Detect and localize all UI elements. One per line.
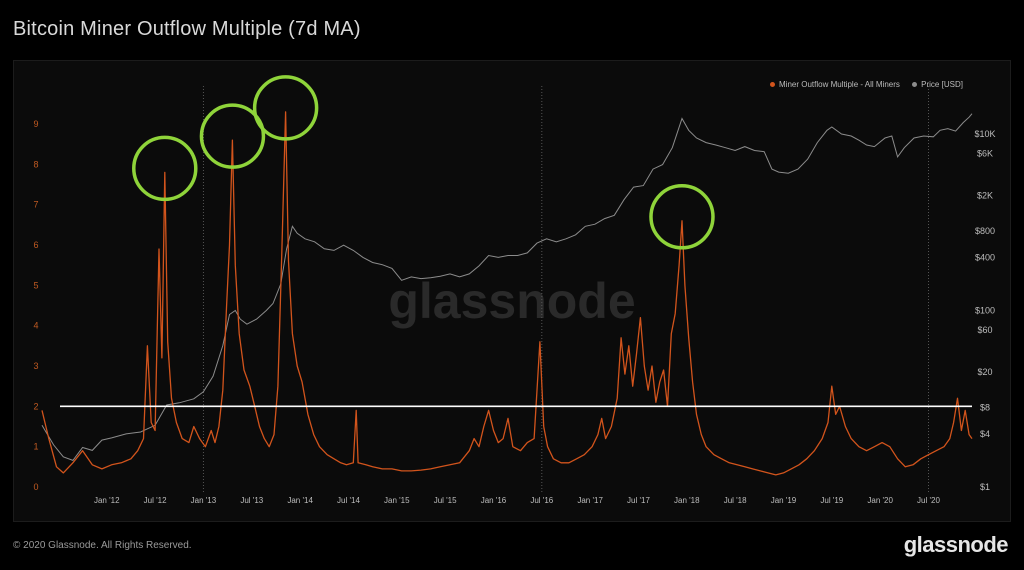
- y-right-tick: $400: [975, 252, 995, 262]
- y-right-tick: $1: [980, 482, 990, 492]
- y-left-tick: 7: [33, 200, 38, 210]
- x-tick: Jan '14: [287, 496, 313, 505]
- x-tick: Jul '17: [627, 496, 650, 505]
- x-tick: Jan '18: [674, 496, 700, 505]
- x-tick: Jan '16: [481, 496, 507, 505]
- x-tick: Jan '20: [867, 496, 893, 505]
- legend-item-mom[interactable]: Miner Outflow Multiple - All Miners: [770, 80, 902, 89]
- y-right-tick: $20: [977, 367, 992, 377]
- x-tick: Jul '14: [337, 496, 360, 505]
- y-left-tick: 8: [33, 159, 38, 169]
- y-right-tick: $60: [977, 325, 992, 335]
- x-tick: Jul '12: [144, 496, 167, 505]
- y-right-tick: $2K: [977, 191, 993, 201]
- x-tick: Jul '20: [917, 496, 940, 505]
- y-right-tick: $8: [980, 402, 990, 412]
- y-left-tick: 0: [33, 482, 38, 492]
- peak-highlight-circle-2: [252, 75, 319, 141]
- x-tick: Jul '19: [820, 496, 843, 505]
- y-left-tick: 9: [33, 119, 38, 129]
- y-right-tick: $10K: [974, 129, 995, 139]
- x-tick: Jan '12: [94, 496, 120, 505]
- x-axis: Jan '12 Jul '12 Jan '13 Jul '13 Jan '14 Jul '…: [94, 496, 940, 505]
- x-tick: Jul '15: [434, 496, 457, 505]
- legend-swatch-mom: [770, 82, 775, 88]
- x-tick: Jan '13: [191, 496, 217, 505]
- peak-highlight-circle-0: [132, 135, 198, 202]
- x-tick: Jul '18: [724, 496, 747, 505]
- legend-item-price[interactable]: Price [USD]: [912, 80, 963, 89]
- y-left-tick: 6: [33, 240, 38, 250]
- y-axis-right: $1 $4 $8 $20 $60 $100 $400 $800 $2K $6K $10K: [974, 129, 995, 492]
- miner-outflow-series: [41, 111, 973, 476]
- price-line: [41, 113, 973, 461]
- legend: Miner Outflow Multiple - All Miners Pric…: [770, 80, 973, 89]
- legend-swatch-price: [912, 82, 918, 88]
- copyright-text: © 2020 Glassnode. All Rights Reserved.: [13, 540, 192, 551]
- y-right-tick: $4: [980, 429, 990, 439]
- x-tick: Jul '13: [240, 496, 263, 505]
- y-right-tick: $6K: [977, 149, 993, 159]
- y-left-tick: 2: [33, 401, 38, 411]
- chart-title: Bitcoin Miner Outflow Multiple (7d MA): [13, 18, 361, 40]
- peak-highlight-circle-1: [199, 103, 266, 169]
- x-tick: Jan '19: [771, 496, 797, 505]
- x-tick: Jul '16: [530, 496, 553, 505]
- legend-label-price: Price [USD]: [921, 80, 963, 89]
- y-left-tick: 3: [33, 361, 38, 371]
- x-tick: Jan '15: [384, 496, 410, 505]
- y-left-tick: 4: [33, 321, 38, 331]
- x-tick: Jan '17: [577, 496, 603, 505]
- highlighted-peaks: [132, 75, 715, 250]
- watermark: glassnode: [388, 273, 635, 329]
- y-right-tick: $100: [975, 306, 995, 316]
- y-left-tick: 1: [33, 442, 38, 452]
- y-axis-left: 0 1 2 3 4 5 6 7 8 9: [33, 119, 38, 492]
- price-series: [41, 113, 973, 461]
- y-right-tick: $800: [975, 226, 995, 236]
- y-left-tick: 5: [33, 280, 38, 290]
- peak-highlight-circle-3: [649, 184, 715, 250]
- mom-line: [41, 111, 973, 476]
- brand-logo[interactable]: glassnode: [903, 532, 1009, 557]
- legend-label-mom: Miner Outflow Multiple - All Miners: [779, 80, 900, 89]
